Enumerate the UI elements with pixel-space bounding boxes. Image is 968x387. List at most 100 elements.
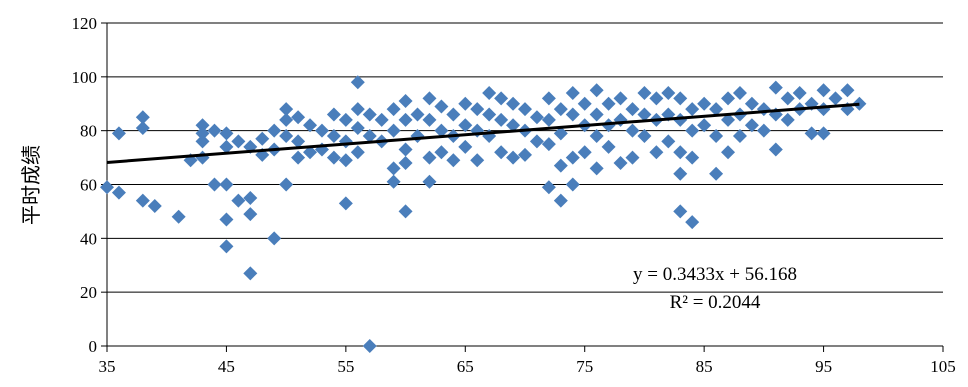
data-point xyxy=(291,134,306,149)
data-point xyxy=(685,102,700,117)
data-point xyxy=(494,91,509,106)
data-point xyxy=(482,85,497,100)
data-point xyxy=(506,150,521,165)
data-point xyxy=(673,166,688,181)
data-point xyxy=(589,161,604,176)
data-point xyxy=(219,126,234,141)
data-point xyxy=(494,145,509,160)
x-tick-label: 45 xyxy=(218,357,235,376)
data-point xyxy=(219,212,234,227)
trendline xyxy=(106,102,860,164)
data-point xyxy=(697,118,712,133)
data-point xyxy=(135,120,150,135)
data-point xyxy=(601,96,616,111)
y-axis: 0 20 40 60 80 100 120 xyxy=(72,14,108,356)
data-point xyxy=(792,85,807,100)
y-tick-label: 0 xyxy=(89,337,98,356)
data-point xyxy=(219,139,234,154)
data-point xyxy=(470,153,485,168)
data-point xyxy=(243,266,258,281)
data-point xyxy=(386,102,401,117)
data-point xyxy=(267,123,282,138)
data-point xyxy=(613,91,628,106)
data-point xyxy=(398,142,413,157)
data-point xyxy=(231,193,246,208)
data-point xyxy=(386,123,401,138)
data-point xyxy=(553,193,568,208)
data-point xyxy=(697,96,712,111)
data-point xyxy=(553,126,568,141)
data-point xyxy=(518,102,532,117)
data-point xyxy=(768,142,783,157)
data-point xyxy=(338,134,353,149)
data-point xyxy=(291,110,306,125)
data-point xyxy=(279,129,294,144)
data-point xyxy=(243,207,258,222)
data-point xyxy=(565,177,580,192)
data-point xyxy=(422,150,437,165)
data-point xyxy=(649,145,664,160)
data-point xyxy=(350,102,365,117)
data-point xyxy=(577,96,592,111)
data-point xyxy=(565,85,580,100)
data-point xyxy=(135,110,150,125)
data-point xyxy=(291,150,306,165)
data-point xyxy=(422,91,437,106)
data-point xyxy=(410,107,425,122)
data-point xyxy=(565,150,580,165)
y-tick-label: 120 xyxy=(72,14,98,33)
data-point xyxy=(732,85,747,100)
data-point xyxy=(207,177,222,192)
data-point xyxy=(195,126,210,141)
data-point xyxy=(852,96,867,111)
data-point xyxy=(255,131,270,146)
data-point xyxy=(362,129,377,144)
data-point xyxy=(135,193,150,208)
data-point xyxy=(231,134,246,149)
data-point xyxy=(398,112,413,127)
data-point xyxy=(637,85,652,100)
data-point xyxy=(721,145,736,160)
data-point xyxy=(816,102,831,117)
data-point xyxy=(541,137,556,152)
data-point xyxy=(279,177,294,192)
data-point xyxy=(589,83,604,98)
data-point xyxy=(685,215,700,230)
data-point xyxy=(601,139,616,154)
x-tick-label: 65 xyxy=(457,357,474,376)
data-point xyxy=(207,123,222,138)
data-point xyxy=(541,112,556,127)
data-point xyxy=(673,145,688,160)
data-point xyxy=(553,158,568,173)
trendline-equation: y = 0.3433x + 56.168 xyxy=(633,264,797,285)
data-point xyxy=(625,123,640,138)
data-point xyxy=(506,96,521,111)
data-point xyxy=(482,107,497,122)
data-point xyxy=(398,94,413,109)
y-tick-label: 60 xyxy=(80,176,97,195)
data-point xyxy=(577,145,592,160)
data-point xyxy=(398,155,413,170)
data-point xyxy=(649,91,664,106)
data-point xyxy=(350,145,365,160)
data-point xyxy=(111,185,126,200)
y-tick-label: 100 xyxy=(72,68,98,87)
data-points xyxy=(100,75,867,353)
data-point xyxy=(529,134,544,149)
data-point xyxy=(362,339,377,353)
data-point xyxy=(828,91,843,106)
x-tick-label: 85 xyxy=(696,357,713,376)
data-point xyxy=(267,231,282,246)
data-point xyxy=(613,155,628,170)
data-point xyxy=(709,102,724,117)
grid-lines xyxy=(107,22,943,293)
data-point xyxy=(100,180,114,195)
data-point xyxy=(195,150,210,165)
data-point xyxy=(756,123,771,138)
data-point xyxy=(386,174,401,189)
data-point xyxy=(458,118,473,133)
data-point xyxy=(470,102,485,117)
y-tick-label: 40 xyxy=(80,229,97,248)
data-point xyxy=(243,190,258,205)
data-point xyxy=(673,204,688,219)
